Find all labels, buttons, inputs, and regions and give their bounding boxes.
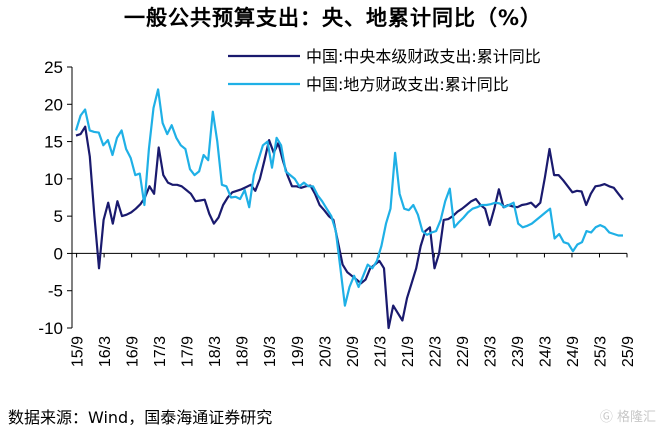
x-tick-label: 24/3: [537, 336, 554, 367]
y-tick-label: -10: [38, 319, 63, 338]
x-tick-label: 19/3: [262, 336, 279, 367]
x-tick-label: 18/3: [207, 336, 224, 367]
watermark-logo: Ⓖ 格隆汇: [599, 410, 656, 425]
y-tick-label: 5: [54, 207, 63, 226]
chart-title: 一般公共预算支出：央、地累计同比（%）: [123, 6, 543, 30]
y-tick-label: 15: [44, 133, 63, 152]
source-note: 数据来源：Wind，国泰海通证券研究: [8, 408, 273, 427]
y-tick-label: -5: [48, 282, 63, 301]
series-line-local: [74, 88, 623, 307]
x-tick-label: 16/3: [97, 336, 114, 367]
legend-label: 中国:中央本级财政支出:累计同比: [306, 47, 541, 66]
x-tick-label: 17/3: [152, 336, 169, 367]
x-tick-label: 25/3: [592, 336, 609, 367]
x-tick-label: 20/9: [345, 336, 362, 367]
x-tick-label: 18/9: [235, 336, 252, 367]
x-tick-label: 23/9: [510, 336, 527, 367]
x-tick-label: 21/3: [372, 336, 389, 367]
y-tick-label: 0: [54, 244, 63, 263]
y-tick-label: 10: [44, 170, 63, 189]
y-tick-label: 20: [44, 95, 63, 114]
y-tick-label: 25: [44, 58, 63, 77]
x-tick-label: 24/9: [565, 336, 582, 367]
x-tick-label: 22/9: [455, 336, 472, 367]
x-tick-label: 20/3: [317, 336, 334, 367]
series-line-central: [75, 125, 624, 330]
x-tick-label: 23/3: [482, 336, 499, 367]
x-tick-label: 17/9: [180, 336, 197, 367]
x-tick-label: 21/9: [400, 336, 417, 367]
legend-label: 中国:地方财政支出:累计同比: [306, 75, 509, 94]
x-tick-label: 19/9: [290, 336, 307, 367]
x-tick-label: 15/9: [70, 336, 87, 367]
x-tick-label: 22/3: [427, 336, 444, 367]
x-tick-label: 16/9: [125, 336, 142, 367]
x-tick-label: 25/9: [620, 336, 637, 367]
x-axis: 15/9 16/3 16/9 17/3 17/9 18/3 18/9 19/3 19/9 20/3…: [70, 252, 637, 367]
series-lines: [74, 88, 624, 330]
y-axis: 25 20 15 10 5 0 -5 -10: [38, 58, 73, 338]
